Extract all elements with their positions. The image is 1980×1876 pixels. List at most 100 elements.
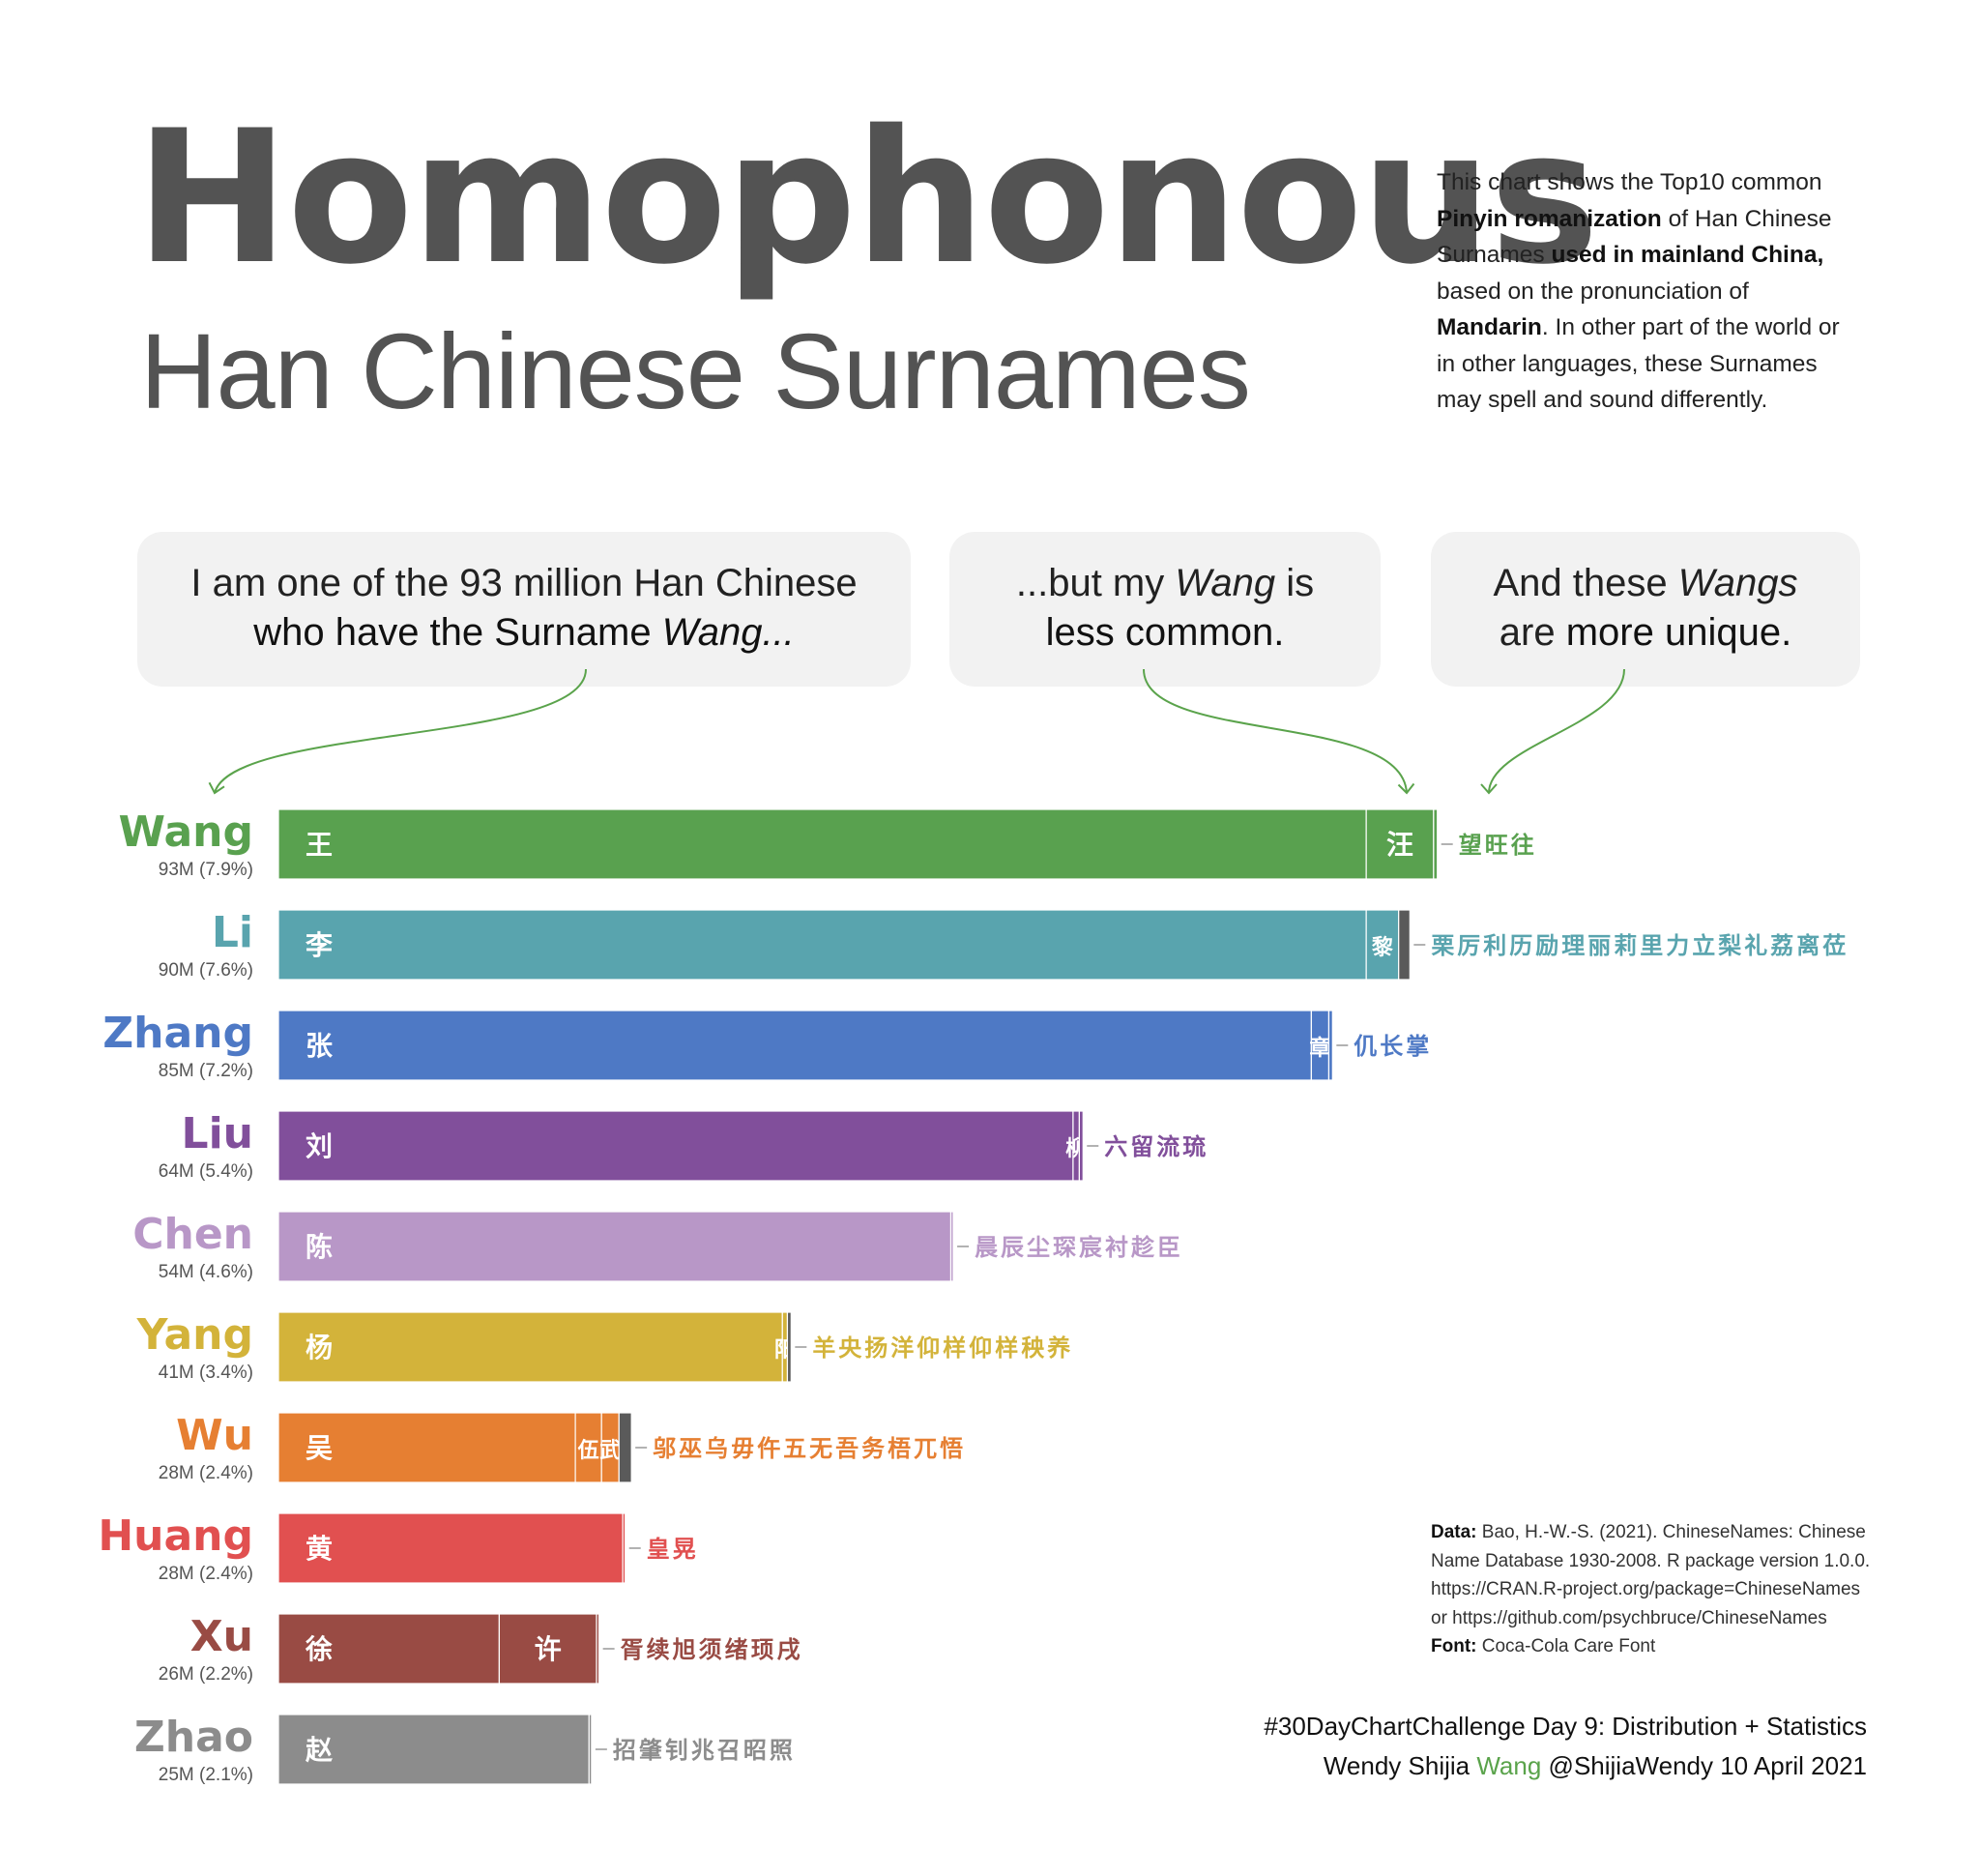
author-handle-date: @ShijiaWendy 10 April 2021 xyxy=(1541,1751,1867,1780)
surname-count-label: 26M (2.2%) xyxy=(159,1664,253,1685)
bar-segment xyxy=(1078,1110,1084,1182)
bar-segment xyxy=(1433,808,1439,880)
bar-row-yang: Yang 41M (3.4%) 杨 阳羊央扬洋仰样仰样秧养 xyxy=(136,1310,1073,1383)
data-source-note: Data: Bao, H.-W.-S. (2021). ChineseNames… xyxy=(1431,1518,1895,1661)
bar-segment-label: 李 xyxy=(306,929,333,961)
bar-segment xyxy=(622,1512,626,1584)
surname-pinyin-label: Chen xyxy=(132,1210,253,1259)
surname-count-label: 64M (5.4%) xyxy=(159,1161,253,1182)
desc-text: of Han Chinese xyxy=(1661,205,1832,232)
bar-segment-label: 徐 xyxy=(305,1633,333,1665)
challenge-line: #30DayChartChallenge Day 9: Distribution… xyxy=(1264,1712,1867,1741)
arrow-to-wang xyxy=(208,668,587,795)
desc-bold: used in mainland China, xyxy=(1551,242,1824,268)
credit-block: #30DayChartChallenge Day 9: Distribution… xyxy=(1264,1707,1867,1786)
bar-segment-label: 阳 xyxy=(774,1338,796,1363)
bubble-text: I am one of the 93 million Han Chinese xyxy=(190,562,858,604)
bar-segment xyxy=(1327,1010,1333,1081)
surname-pinyin-label: Wang xyxy=(119,807,253,857)
bar-segment-label: 黎 xyxy=(1372,935,1393,960)
bar-segment-label: 张 xyxy=(306,1030,333,1062)
surname-count-label: 93M (7.9%) xyxy=(159,860,253,880)
author-surname: Wang xyxy=(1476,1751,1542,1780)
bar-segment xyxy=(277,1512,624,1584)
bar-segment xyxy=(277,1110,1074,1182)
bubble-text: who have the Surname xyxy=(253,611,662,654)
bubble-text-italic: Wang... xyxy=(661,611,795,654)
page-subtitle: Han Chinese Surnames xyxy=(140,312,1251,431)
surname-pinyin-label: Wu xyxy=(176,1411,253,1460)
surname-count-label: 90M (7.6%) xyxy=(159,960,253,981)
annotation-bubble-common: I am one of the 93 million Han Chinese w… xyxy=(137,532,911,687)
others-chars-label: 胥续旭须绪顼戌 xyxy=(621,1636,803,1663)
bar-row-zhao: Zhao 25M (2.1%) 赵 招肇钊兆召昭照 xyxy=(134,1713,793,1785)
surname-count-label: 41M (3.4%) xyxy=(159,1363,253,1383)
bar-segment xyxy=(1365,808,1435,880)
bar-row-wang: Wang 93M (7.9%) 王 汪 望旺往 xyxy=(119,807,1534,880)
desc-bold: Pinyin romanization xyxy=(1437,205,1662,232)
others-chars-label: 羊央扬洋仰样仰样秧养 xyxy=(812,1334,1073,1362)
bar-segment xyxy=(588,1714,593,1785)
source-link[interactable]: https://CRAN.R-project.org/package=Chine… xyxy=(1431,1579,1861,1599)
bubble-text: And these xyxy=(1493,562,1678,604)
others-chars-label: 邬巫乌毋仵五无吾务梧兀悟 xyxy=(653,1435,966,1462)
desc-text: This chart shows the Top10 common xyxy=(1437,169,1822,195)
bar-row-liu: Liu 64M (5.4%) 刘 柳六留流琉 xyxy=(159,1109,1206,1182)
bar-segment xyxy=(498,1613,597,1685)
bar-row-xu: Xu 26M (2.2%) 徐 许 胥续旭须绪顼戌 xyxy=(159,1612,803,1685)
desc-text: Surnames xyxy=(1437,242,1552,268)
surname-pinyin-label: Zhao xyxy=(134,1713,253,1762)
bar-segment xyxy=(277,1211,952,1282)
desc-text: based on the pronunciation of xyxy=(1437,278,1749,305)
bar-segment-label: 柳 xyxy=(1065,1136,1087,1161)
bar-segment xyxy=(618,1412,632,1483)
bar-row-huang: Huang 28M (2.4%) 黄 皇晃 xyxy=(98,1511,699,1584)
bar-segment-label: 陈 xyxy=(306,1231,333,1263)
bar-segment-label: 许 xyxy=(535,1633,562,1665)
desc-text: in other languages, these Surnames xyxy=(1437,350,1818,377)
arrow-to-wang-rare xyxy=(1480,668,1625,795)
bar-row-li: Li 90M (7.6%) 李 黎 栗厉利历励理丽莉里力立梨礼荔离莅 xyxy=(159,908,1847,981)
bar-segment xyxy=(786,1311,792,1383)
bar-segment-label: 武 xyxy=(599,1439,621,1463)
surname-pinyin-label: Yang xyxy=(136,1310,253,1360)
bar-segment xyxy=(277,1412,576,1483)
surname-count-label: 25M (2.1%) xyxy=(159,1765,253,1785)
surname-pinyin-label: Liu xyxy=(182,1109,253,1158)
bubble-text-strong: more unique. xyxy=(1565,611,1792,654)
bar-segment-label: 伍 xyxy=(577,1439,599,1463)
bar-segment xyxy=(596,1613,600,1685)
surname-count-label: 85M (7.2%) xyxy=(159,1061,253,1081)
page-title: Homophonous xyxy=(135,91,1599,305)
bar-row-zhang: Zhang 85M (7.2%) 张 章仉长掌 xyxy=(102,1009,1429,1081)
font-label: Font: xyxy=(1431,1636,1477,1656)
author-name: Wendy Shijia xyxy=(1323,1751,1477,1780)
bar-segment xyxy=(277,1010,1312,1081)
bubble-text: ...but my xyxy=(1015,562,1176,604)
others-chars-label: 皇晃 xyxy=(647,1536,699,1563)
desc-text: may spell and sound differently. xyxy=(1437,387,1768,413)
bar-segment xyxy=(1365,909,1400,981)
source-text: Name Database 1930-2008. R package versi… xyxy=(1431,1550,1871,1571)
surname-pinyin-label: Huang xyxy=(98,1511,253,1561)
bar-segment xyxy=(949,1211,954,1282)
surname-pinyin-label: Zhang xyxy=(102,1009,253,1058)
annotation-bubble-less-common: ...but my Wang is less common. xyxy=(949,532,1381,687)
bar-segment xyxy=(277,808,1367,880)
bubble-text-italic: Wang xyxy=(1175,562,1276,604)
bar-row-chen: Chen 54M (4.6%) 陈 晨辰尘琛宸衬趁臣 xyxy=(132,1210,1183,1282)
desc-text: . In other part of the world or xyxy=(1541,314,1840,340)
surname-count-label: 54M (4.6%) xyxy=(159,1262,253,1282)
bar-segment-label: 杨 xyxy=(306,1332,333,1363)
bar-segment-label: 吴 xyxy=(306,1432,333,1464)
bar-segment-label: 赵 xyxy=(305,1734,333,1766)
arrow-to-wang-variant xyxy=(1143,668,1415,795)
bar-row-wu: Wu 28M (2.4%) 吴 伍武 邬巫乌毋仵五无吾务梧兀悟 xyxy=(159,1411,966,1483)
bubble-text-italic: Wangs xyxy=(1677,562,1798,604)
others-chars-label: 晨辰尘琛宸衬趁臣 xyxy=(975,1234,1183,1261)
bubble-text: is xyxy=(1275,562,1315,604)
surname-count-label: 28M (2.4%) xyxy=(159,1564,253,1584)
source-link[interactable]: or https://github.com/psychbruce/Chinese… xyxy=(1431,1607,1827,1628)
bar-segment xyxy=(277,1311,783,1383)
